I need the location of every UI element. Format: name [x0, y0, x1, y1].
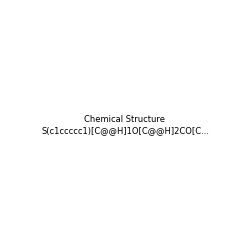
- Text: Chemical Structure
S(c1ccccc1)[C@@H]1O[C@@H]2CO[C...: Chemical Structure S(c1ccccc1)[C@@H]1O[C…: [41, 115, 209, 135]
